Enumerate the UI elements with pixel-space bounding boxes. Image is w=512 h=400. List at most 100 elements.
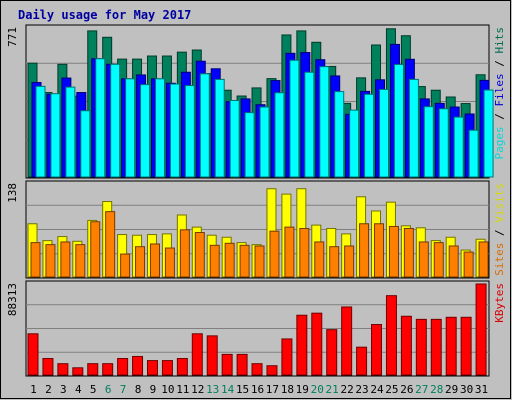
bar-sites-day-17: Sites 17: 68 xyxy=(269,230,280,278)
bar-sites-day-2: Sites 2: 48 xyxy=(45,244,56,278)
bar-pages-day-19: Pages 19: 542 xyxy=(304,71,315,178)
bar-sites-day-4: Sites 4: 48 xyxy=(75,244,86,278)
bar-kbytes-day-30: KBytes 30: 56000 xyxy=(460,316,472,376)
bar-sites-day-9: Sites 9: 49 xyxy=(149,243,160,278)
bar-kbytes-day-27: KBytes 27: 54000 xyxy=(415,318,427,376)
y-max-label: 771 xyxy=(6,27,19,47)
x-tick-label-day-13: 13 xyxy=(206,383,219,396)
x-tick-label-day-31: 31 xyxy=(475,383,488,396)
legend-pages: Pages xyxy=(493,126,506,159)
x-tick-label-day-29: 29 xyxy=(445,383,458,396)
bar-kbytes-day-25: KBytes 25: 77000 xyxy=(385,295,397,376)
x-tick-label-day-27: 27 xyxy=(415,383,428,396)
x-tick-label-day-6: 6 xyxy=(105,383,112,396)
x-tick-label-day-14: 14 xyxy=(221,383,235,396)
x-tick-label-day-3: 3 xyxy=(60,383,67,396)
x-tick-label-day-25: 25 xyxy=(385,383,398,396)
panel-3: KBytes 1: 40000KBytes 2: 16000KBytes 3: … xyxy=(6,280,506,377)
bar-pages-day-5: Pages 5: 612 xyxy=(95,58,106,178)
panel-2: Visits 1: 79Visits 2: 54Visits 3: 60Visi… xyxy=(6,180,506,279)
bar-sites-day-14: Sites 14: 50 xyxy=(224,242,235,278)
series-legend: Pages / Files / Hits xyxy=(493,27,506,160)
x-tick-label-day-18: 18 xyxy=(281,383,294,396)
bar-pages-day-27: Pages 27: 364 xyxy=(423,106,434,178)
bar-kbytes-day-13: KBytes 13: 38000 xyxy=(206,335,218,376)
x-tick-label-day-21: 21 xyxy=(326,383,339,396)
bar-pages-day-18: Pages 18: 604 xyxy=(289,59,300,178)
bar-kbytes-day-2: KBytes 2: 16000 xyxy=(42,358,54,376)
y-max-label: 138 xyxy=(6,183,19,203)
bar-pages-day-29: Pages 29: 310 xyxy=(453,116,464,178)
bar-pages-day-25: Pages 25: 582 xyxy=(393,64,404,178)
legend-separator: / xyxy=(493,54,506,74)
bar-sites-day-15: Sites 15: 47 xyxy=(239,244,250,278)
bar-sites-day-7: Sites 7: 34 xyxy=(120,253,131,278)
x-tick-label-day-1: 1 xyxy=(30,383,37,396)
x-tick-label-day-28: 28 xyxy=(430,383,443,396)
bar-kbytes-day-15: KBytes 15: 20000 xyxy=(236,353,248,376)
bar-sites-day-11: Sites 11: 70 xyxy=(179,229,190,278)
legend-hits: Hits xyxy=(493,27,506,54)
bar-sites-day-19: Sites 19: 72 xyxy=(299,227,310,278)
bar-kbytes-day-8: KBytes 8: 18000 xyxy=(132,355,144,376)
bar-kbytes-day-31: KBytes 31: 88313 xyxy=(475,283,487,376)
bar-sites-day-20: Sites 20: 52 xyxy=(314,241,325,278)
bar-pages-day-28: Pages 28: 353 xyxy=(438,108,449,178)
x-tick-label-day-9: 9 xyxy=(150,383,157,396)
bar-sites-day-12: Sites 12: 66 xyxy=(194,232,205,278)
bar-sites-day-29: Sites 29: 46 xyxy=(448,245,459,278)
bar-sites-day-26: Sites 26: 72 xyxy=(403,227,414,278)
bar-kbytes-day-11: KBytes 11: 16000 xyxy=(176,358,188,376)
bar-pages-day-30: Pages 30: 242 xyxy=(468,129,479,178)
bar-kbytes-day-1: KBytes 1: 40000 xyxy=(27,333,39,376)
bar-sites-day-24: Sites 24: 79 xyxy=(374,223,385,278)
bar-sites-day-30: Sites 30: 37 xyxy=(463,251,474,278)
bar-kbytes-day-14: KBytes 14: 20000 xyxy=(221,353,233,376)
bar-kbytes-day-21: KBytes 21: 44000 xyxy=(326,329,338,376)
x-tick-label-day-17: 17 xyxy=(266,383,279,396)
bar-kbytes-day-18: KBytes 18: 35000 xyxy=(281,338,293,376)
bar-kbytes-day-29: KBytes 29: 56000 xyxy=(445,316,457,376)
legend-separator: / xyxy=(493,223,506,243)
bar-pages-day-23: Pages 23: 428 xyxy=(364,93,375,178)
bar-sites-day-6: Sites 6: 97 xyxy=(105,211,116,278)
bar-pages-day-16: Pages 16: 362 xyxy=(259,106,270,178)
bar-pages-day-12: Pages 12: 534 xyxy=(199,73,210,178)
x-tick-label-day-10: 10 xyxy=(161,383,174,396)
x-tick-label-day-20: 20 xyxy=(311,383,324,396)
panel-1: Hits 1: 589Hits 2: 437Hits 3: 583Hits 4:… xyxy=(6,24,506,179)
x-tick-label-day-11: 11 xyxy=(176,383,189,396)
bar-sites-day-25: Sites 25: 75 xyxy=(388,225,399,278)
bar-pages-day-7: Pages 7: 508 xyxy=(125,78,136,178)
bar-sites-day-5: Sites 5: 82 xyxy=(90,221,101,278)
bar-kbytes-day-6: KBytes 6: 11000 xyxy=(102,363,114,376)
x-tick-label-day-26: 26 xyxy=(400,383,413,396)
bar-kbytes-day-17: KBytes 17: 9000 xyxy=(266,365,278,376)
bar-sites-day-18: Sites 18: 74 xyxy=(284,226,295,278)
x-tick-label-day-15: 15 xyxy=(236,383,249,396)
bar-sites-day-16: Sites 16: 46 xyxy=(254,245,265,278)
bar-pages-day-9: Pages 9: 508 xyxy=(154,78,165,178)
bar-pages-day-10: Pages 10: 481 xyxy=(169,83,180,178)
bar-sites-day-1: Sites 1: 51 xyxy=(30,242,41,278)
bar-sites-day-27: Sites 27: 52 xyxy=(418,241,429,278)
series-legend: Sites / Visits xyxy=(493,183,506,276)
bar-sites-day-10: Sites 10: 43 xyxy=(164,247,175,278)
legend-files: Files xyxy=(493,73,506,106)
x-tick-label-day-4: 4 xyxy=(75,383,82,396)
bar-kbytes-day-12: KBytes 12: 40000 xyxy=(191,333,203,376)
x-tick-label-day-23: 23 xyxy=(355,383,368,396)
legend-separator: / xyxy=(493,107,506,127)
bar-kbytes-day-4: KBytes 4: 7000 xyxy=(72,367,84,376)
x-tick-label-day-16: 16 xyxy=(251,383,264,396)
bar-kbytes-day-28: KBytes 28: 54000 xyxy=(430,318,442,376)
bar-pages-day-14: Pages 14: 396 xyxy=(229,99,240,178)
bar-pages-day-20: Pages 20: 571 xyxy=(319,66,330,178)
bar-sites-day-28: Sites 28: 51 xyxy=(433,242,444,278)
legend-visits: Visits xyxy=(493,183,506,223)
bar-pages-day-6: Pages 6: 583 xyxy=(110,63,121,178)
bar-pages-day-8: Pages 8: 478 xyxy=(140,84,151,178)
x-tick-label-day-24: 24 xyxy=(370,383,384,396)
